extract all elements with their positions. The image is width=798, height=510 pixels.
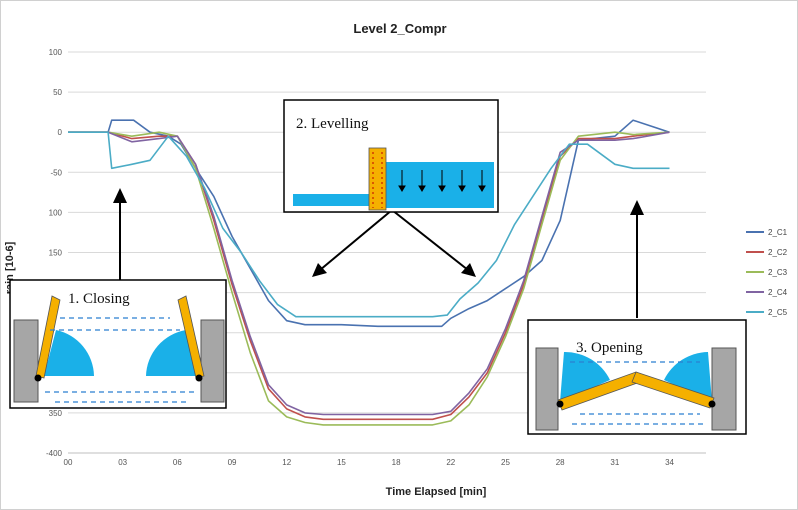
left-hinge [556, 400, 564, 408]
x-tick-label: 34 [665, 458, 674, 467]
inset-levelling-title: 2. Levelling [296, 116, 369, 132]
y-tick-label: 100 [49, 208, 63, 217]
x-tick-label: 25 [501, 458, 510, 467]
y-tick-label: -50 [50, 168, 62, 177]
right-hinge [195, 374, 203, 382]
series-line-2_C5 [68, 131, 670, 318]
y-tick-label: 50 [53, 88, 62, 97]
arrowhead-levelling-right [461, 263, 476, 277]
arrowhead-levelling-left [312, 263, 327, 277]
inset-opening-title: 3. Opening [576, 340, 643, 356]
series-line-2_C4 [68, 131, 670, 416]
left-wall [13, 319, 39, 403]
x-tick-label: 31 [610, 458, 619, 467]
levelling-down-arrows [398, 170, 486, 192]
y-tick-label: 100 [49, 48, 63, 57]
left-sweep [44, 330, 94, 376]
x-tick-label: 18 [392, 458, 401, 467]
x-tick-label: 00 [64, 458, 73, 467]
legend-label: 2_C1 [768, 228, 788, 237]
y-tick-label: -400 [46, 449, 63, 458]
right-wall [200, 319, 225, 403]
y-tick-label: 150 [49, 249, 63, 258]
x-axis-label: Time Elapsed [min] [386, 486, 487, 498]
legend-label: 2_C2 [768, 248, 788, 257]
chart-title: Level 2_Compr [353, 21, 446, 36]
gate-sensors [372, 152, 383, 208]
water-ripples-closing [45, 317, 195, 403]
arrow-levelling-right [391, 209, 469, 271]
x-tick-label: 06 [173, 458, 182, 467]
inset-closing: 1. Closing [9, 279, 227, 409]
x-tick-label: 15 [337, 458, 346, 467]
arrow-levelling-left [319, 209, 393, 271]
legend-label: 2_C3 [768, 268, 788, 277]
legend-label: 2_C5 [768, 308, 788, 317]
inset-closing-title: 1. Closing [68, 291, 130, 307]
arrowhead-opening [630, 200, 644, 215]
x-tick-label: 22 [446, 458, 455, 467]
left-hinge [34, 374, 42, 382]
y-tick-label: 0 [58, 128, 63, 137]
inset-opening: 3. Opening [527, 319, 747, 435]
low-water [293, 194, 373, 206]
water-ripples-opening [570, 361, 706, 425]
x-tick-labels: 00 03 06 09 12 15 18 22 25 28 31 34 [64, 458, 675, 467]
legend-label: 2_C4 [768, 288, 788, 297]
x-tick-label: 28 [556, 458, 565, 467]
x-tick-label: 03 [118, 458, 127, 467]
left-wall [535, 347, 559, 431]
right-sweep [146, 330, 196, 376]
series-line-2_C1 [68, 119, 670, 328]
arrowhead-closing [113, 188, 127, 203]
series-lines [68, 119, 670, 426]
legend: 2_C1 2_C2 2_C3 2_C4 2_C5 [746, 228, 788, 317]
right-wall [711, 347, 737, 431]
inset-levelling: 2. Levelling [283, 99, 499, 213]
annotation-arrows [113, 188, 644, 318]
x-tick-label: 12 [282, 458, 291, 467]
gate [368, 147, 387, 211]
high-water [386, 162, 494, 208]
y-tick-label: 350 [49, 409, 63, 418]
x-tick-label: 09 [228, 458, 237, 467]
right-sweep [664, 352, 712, 402]
left-sweep [560, 351, 610, 402]
right-hinge [708, 400, 716, 408]
